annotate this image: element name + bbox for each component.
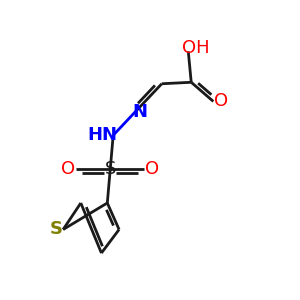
Text: S: S — [49, 220, 62, 238]
Text: O: O — [214, 92, 229, 110]
Text: HN: HN — [87, 126, 117, 144]
Text: O: O — [61, 160, 75, 178]
Text: N: N — [133, 103, 148, 121]
Text: O: O — [145, 160, 159, 178]
Text: S: S — [105, 160, 116, 178]
Text: OH: OH — [182, 39, 209, 57]
